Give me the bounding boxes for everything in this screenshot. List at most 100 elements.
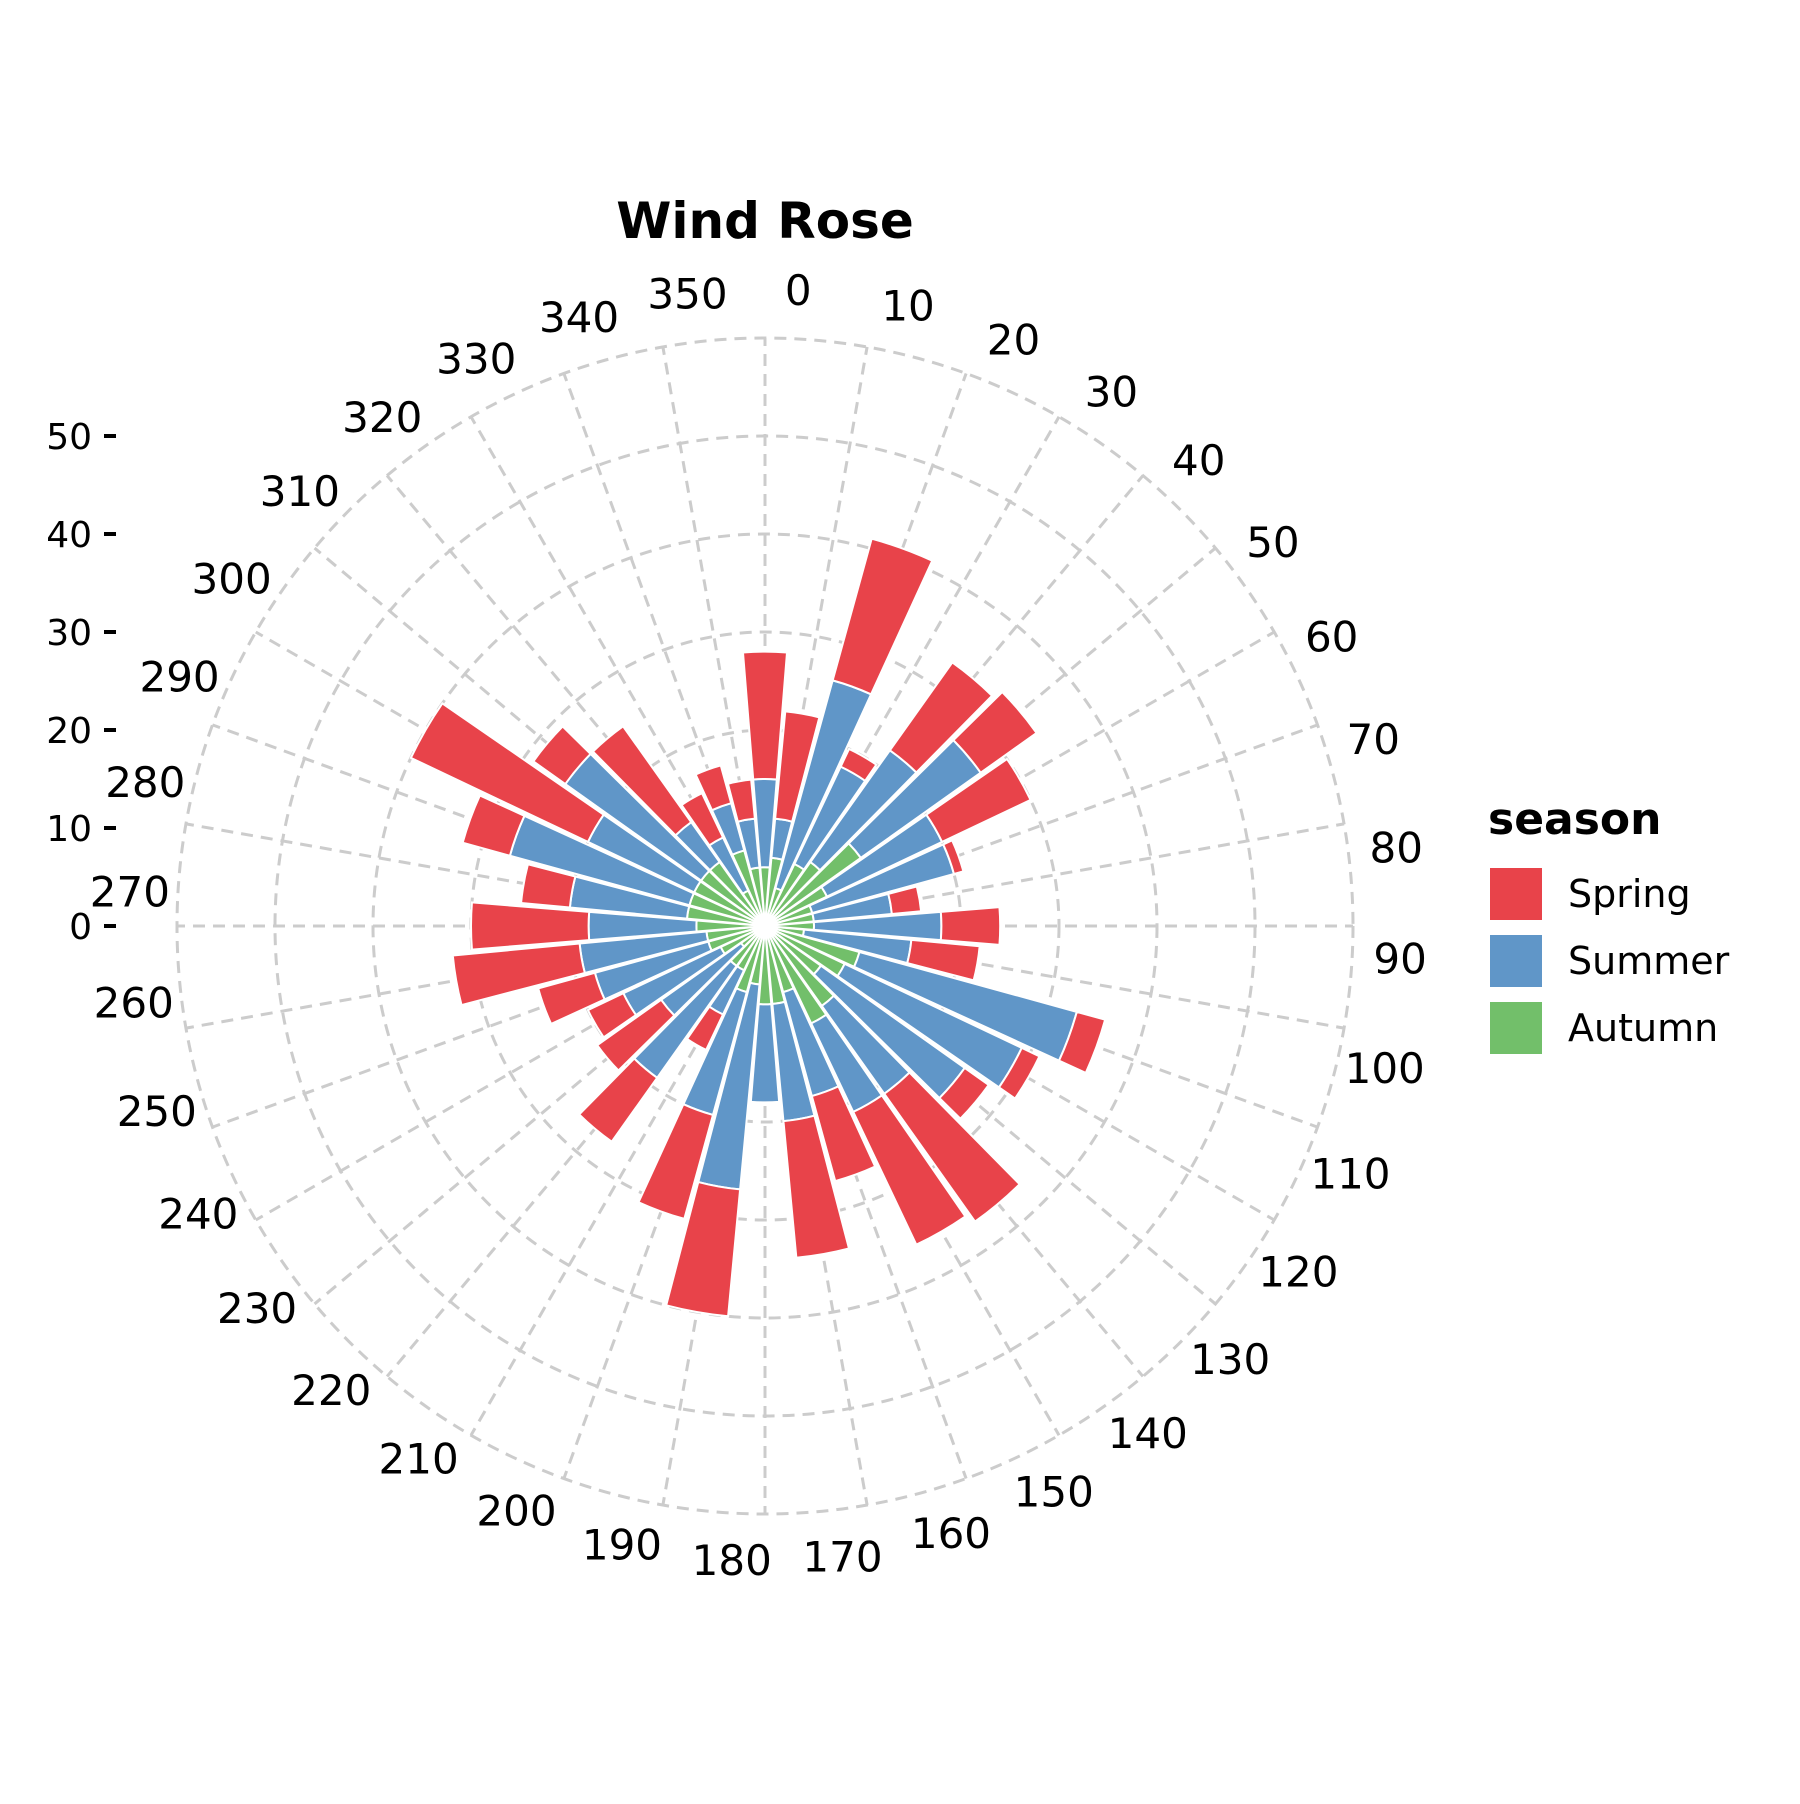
grid-spoke — [763, 346, 869, 927]
bar-spring-130 — [938, 1066, 991, 1121]
bar-spring-80 — [887, 885, 923, 916]
angle-tick-label: 10 — [881, 281, 934, 330]
grid-spoke — [385, 925, 767, 1378]
grid-spoke — [211, 723, 766, 928]
legend-swatch-autumn — [1490, 1002, 1542, 1054]
grid-spoke — [469, 416, 767, 927]
grid-spoke — [763, 925, 1145, 1378]
legend-title: season — [1488, 794, 1661, 845]
angle-tick-label: 80 — [1370, 823, 1423, 872]
radial-axis: 0 10 20 30 40 50 — [46, 417, 116, 948]
bar-spring-100 — [906, 938, 981, 982]
angle-tick-label: 70 — [1346, 715, 1399, 764]
bar-spring-120 — [997, 1046, 1041, 1100]
angle-tick-label: 50 — [1246, 518, 1299, 567]
angle-tick-label: 0 — [785, 266, 812, 315]
bar-spring-260 — [451, 942, 587, 1007]
angle-tick-label: 130 — [1190, 1335, 1270, 1384]
bar-spring-270 — [470, 901, 591, 951]
grid-spoke — [764, 924, 1275, 1222]
radial-tick-label: 0 — [69, 907, 92, 948]
grid-spoke — [764, 924, 1217, 1306]
grid-spoke — [764, 630, 1275, 928]
angle-tick-label: 190 — [582, 1521, 662, 1570]
grid-spoke — [763, 416, 1061, 927]
bar-summer-180 — [749, 1003, 781, 1104]
legend-swatch-spring — [1490, 868, 1542, 920]
grid-spoke — [185, 822, 766, 928]
bar-spring-340 — [694, 764, 733, 812]
bar-spring-40 — [888, 660, 994, 774]
legend-label-autumn: Autumn — [1568, 1006, 1718, 1050]
grid-spoke — [661, 346, 767, 927]
bar-spring-300 — [409, 702, 606, 844]
grid-spoke — [661, 925, 767, 1506]
bar-spring-220 — [577, 1057, 659, 1144]
angle-tick-label: 240 — [158, 1190, 238, 1239]
bar-spring-320 — [591, 724, 693, 837]
bar-spring-200 — [637, 1102, 715, 1221]
angle-tick-label: 110 — [1310, 1150, 1390, 1199]
bar-spring-70 — [941, 839, 965, 876]
grid-spoke — [764, 546, 1217, 928]
angle-tick-label: 200 — [476, 1486, 556, 1535]
angle-tick-label: 170 — [802, 1532, 882, 1581]
angle-tick-label: 40 — [1172, 436, 1225, 485]
legend-items: Spring Summer Autumn — [1490, 868, 1730, 1054]
angle-tick-label: 300 — [192, 555, 272, 604]
grid-spoke — [385, 474, 767, 927]
bar-spring-330 — [680, 791, 725, 847]
angle-tick-label: 140 — [1108, 1409, 1188, 1458]
angle-tick-label: 60 — [1305, 612, 1358, 661]
chart-title: Wind Rose — [616, 192, 914, 250]
angle-tick-label: 330 — [436, 334, 516, 383]
grid-spoke — [562, 925, 767, 1480]
angle-tick-label: 160 — [911, 1509, 991, 1558]
grid-spoke — [763, 925, 1061, 1436]
grid-spoke — [255, 630, 766, 928]
grid-spoke — [313, 546, 766, 928]
bar-spring-230 — [595, 998, 676, 1072]
angle-tick-label: 250 — [117, 1087, 197, 1136]
angle-tick-label: 100 — [1345, 1044, 1425, 1093]
bar-spring-10 — [774, 710, 821, 823]
bar-spring-20 — [831, 537, 934, 696]
legend: season Spring Summer Autumn — [1488, 794, 1730, 1054]
radial-tick-label: 50 — [46, 417, 92, 458]
angle-tick-label: 90 — [1373, 934, 1426, 983]
polar-grid — [175, 336, 1355, 1516]
grid-spoke — [185, 924, 766, 1030]
legend-label-summer: Summer — [1568, 939, 1730, 983]
radial-tick-label: 10 — [46, 809, 92, 850]
bar-spring-0 — [741, 650, 789, 781]
grid-spoke — [764, 924, 1345, 1030]
grid-spoke — [313, 924, 766, 1306]
angle-tick-label: 270 — [90, 868, 170, 917]
angle-tick-label: 340 — [539, 293, 619, 342]
bar-spring-250 — [537, 971, 606, 1026]
angle-tick-label: 30 — [1085, 368, 1138, 417]
angle-tick-label: 150 — [1014, 1468, 1094, 1517]
grid-spoke — [764, 822, 1345, 928]
bar-spring-310 — [531, 725, 592, 786]
angle-tick-label: 310 — [260, 467, 340, 516]
bar-spring-30 — [839, 747, 878, 783]
angle-tick-label: 260 — [94, 979, 174, 1028]
grid-spoke — [764, 924, 1319, 1129]
bar-spring-140 — [882, 1071, 1022, 1223]
angle-tick-label: 350 — [647, 270, 727, 319]
radial-tick-label: 20 — [46, 711, 92, 752]
bar-spring-150 — [851, 1094, 967, 1247]
bar-spring-60 — [924, 757, 1032, 844]
bar-spring-210 — [685, 1005, 725, 1052]
angle-tick-label: 320 — [342, 393, 422, 442]
bar-spring-110 — [1057, 1010, 1107, 1075]
bar-spring-90 — [939, 906, 1002, 946]
angle-tick-label: 210 — [379, 1434, 459, 1483]
angle-tick-label: 120 — [1258, 1247, 1338, 1296]
grid-spoke — [763, 372, 968, 927]
legend-swatch-summer — [1490, 935, 1542, 987]
bar-spring-170 — [782, 1114, 851, 1259]
